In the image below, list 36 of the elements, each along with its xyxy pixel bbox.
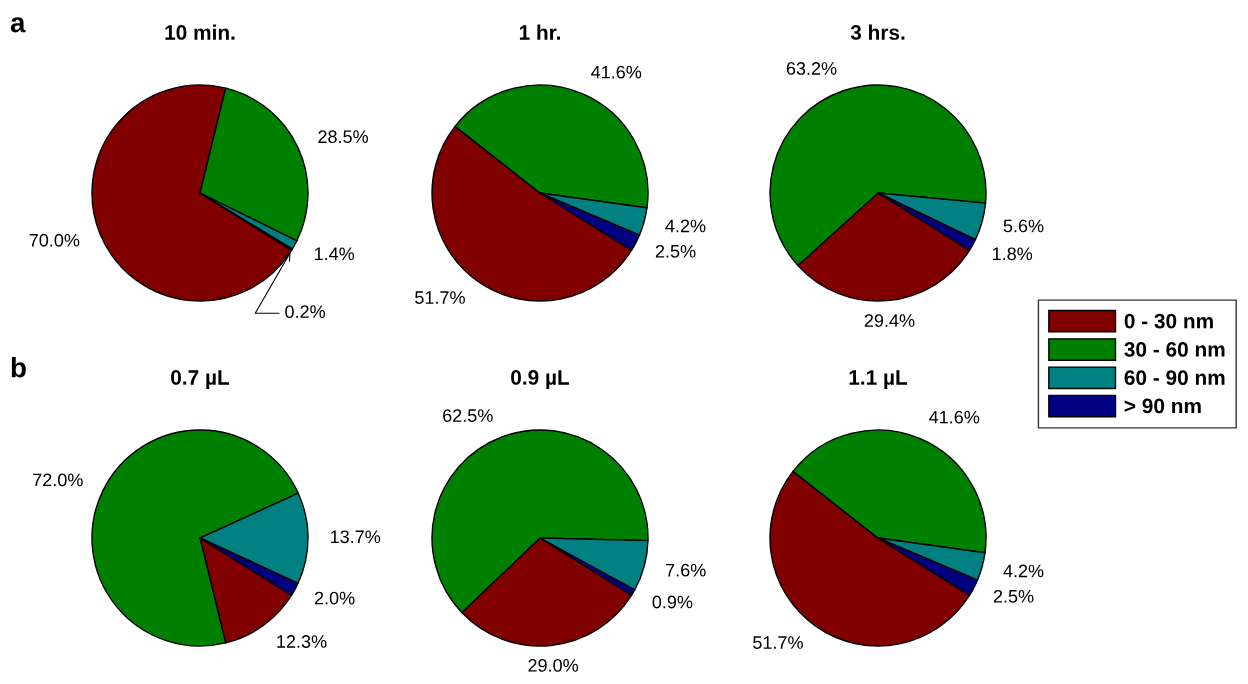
data-label: 2.5% <box>993 589 1034 603</box>
data-label: 0.2% <box>285 305 326 319</box>
legend-label: > 90 nm <box>1124 398 1201 414</box>
data-label: 7.6% <box>666 563 706 577</box>
chart-title: 10 min. <box>165 24 235 40</box>
data-label: 51.7% <box>753 636 803 649</box>
legend-label: 30 - 60 nm <box>1124 342 1225 357</box>
data-label: 12.3% <box>277 635 327 648</box>
data-label: 29.0% <box>528 659 579 672</box>
chart-title: 0.9 µL <box>511 370 570 389</box>
data-label: 2.0% <box>314 591 355 605</box>
data-label: 1.4% <box>314 247 355 261</box>
data-label: 2.5% <box>655 244 696 258</box>
data-label: 29.4% <box>864 314 915 327</box>
data-label: 41.6% <box>591 65 642 79</box>
data-label: 72.0% <box>33 473 83 487</box>
data-label: 51.7% <box>415 291 465 304</box>
text: b <box>11 357 26 378</box>
data-label: 4.2% <box>665 219 706 233</box>
data-label: 62.5% <box>443 409 493 422</box>
legend-label: 60 - 90 nm <box>1124 370 1225 386</box>
data-label: 0.9% <box>652 595 693 609</box>
chart-title: 1 hr. <box>519 24 560 40</box>
data-label: 28.5% <box>318 130 369 144</box>
data-label: 63.2% <box>786 62 837 75</box>
data-label: 13.7% <box>330 530 381 544</box>
chart-title: 0.7 µL <box>171 370 230 389</box>
data-label: 41.6% <box>929 410 980 424</box>
chart-title: 1.1 µL <box>849 370 908 389</box>
legend-label: 0 - 30 nm <box>1124 313 1213 329</box>
text: a <box>10 17 26 33</box>
data-label: 1.8% <box>992 247 1033 261</box>
data-label: 70.0% <box>29 233 80 247</box>
data-label: 5.6% <box>1003 219 1044 233</box>
chart-title: 3 hrs. <box>850 24 905 40</box>
data-label: 4.2% <box>1003 564 1044 578</box>
